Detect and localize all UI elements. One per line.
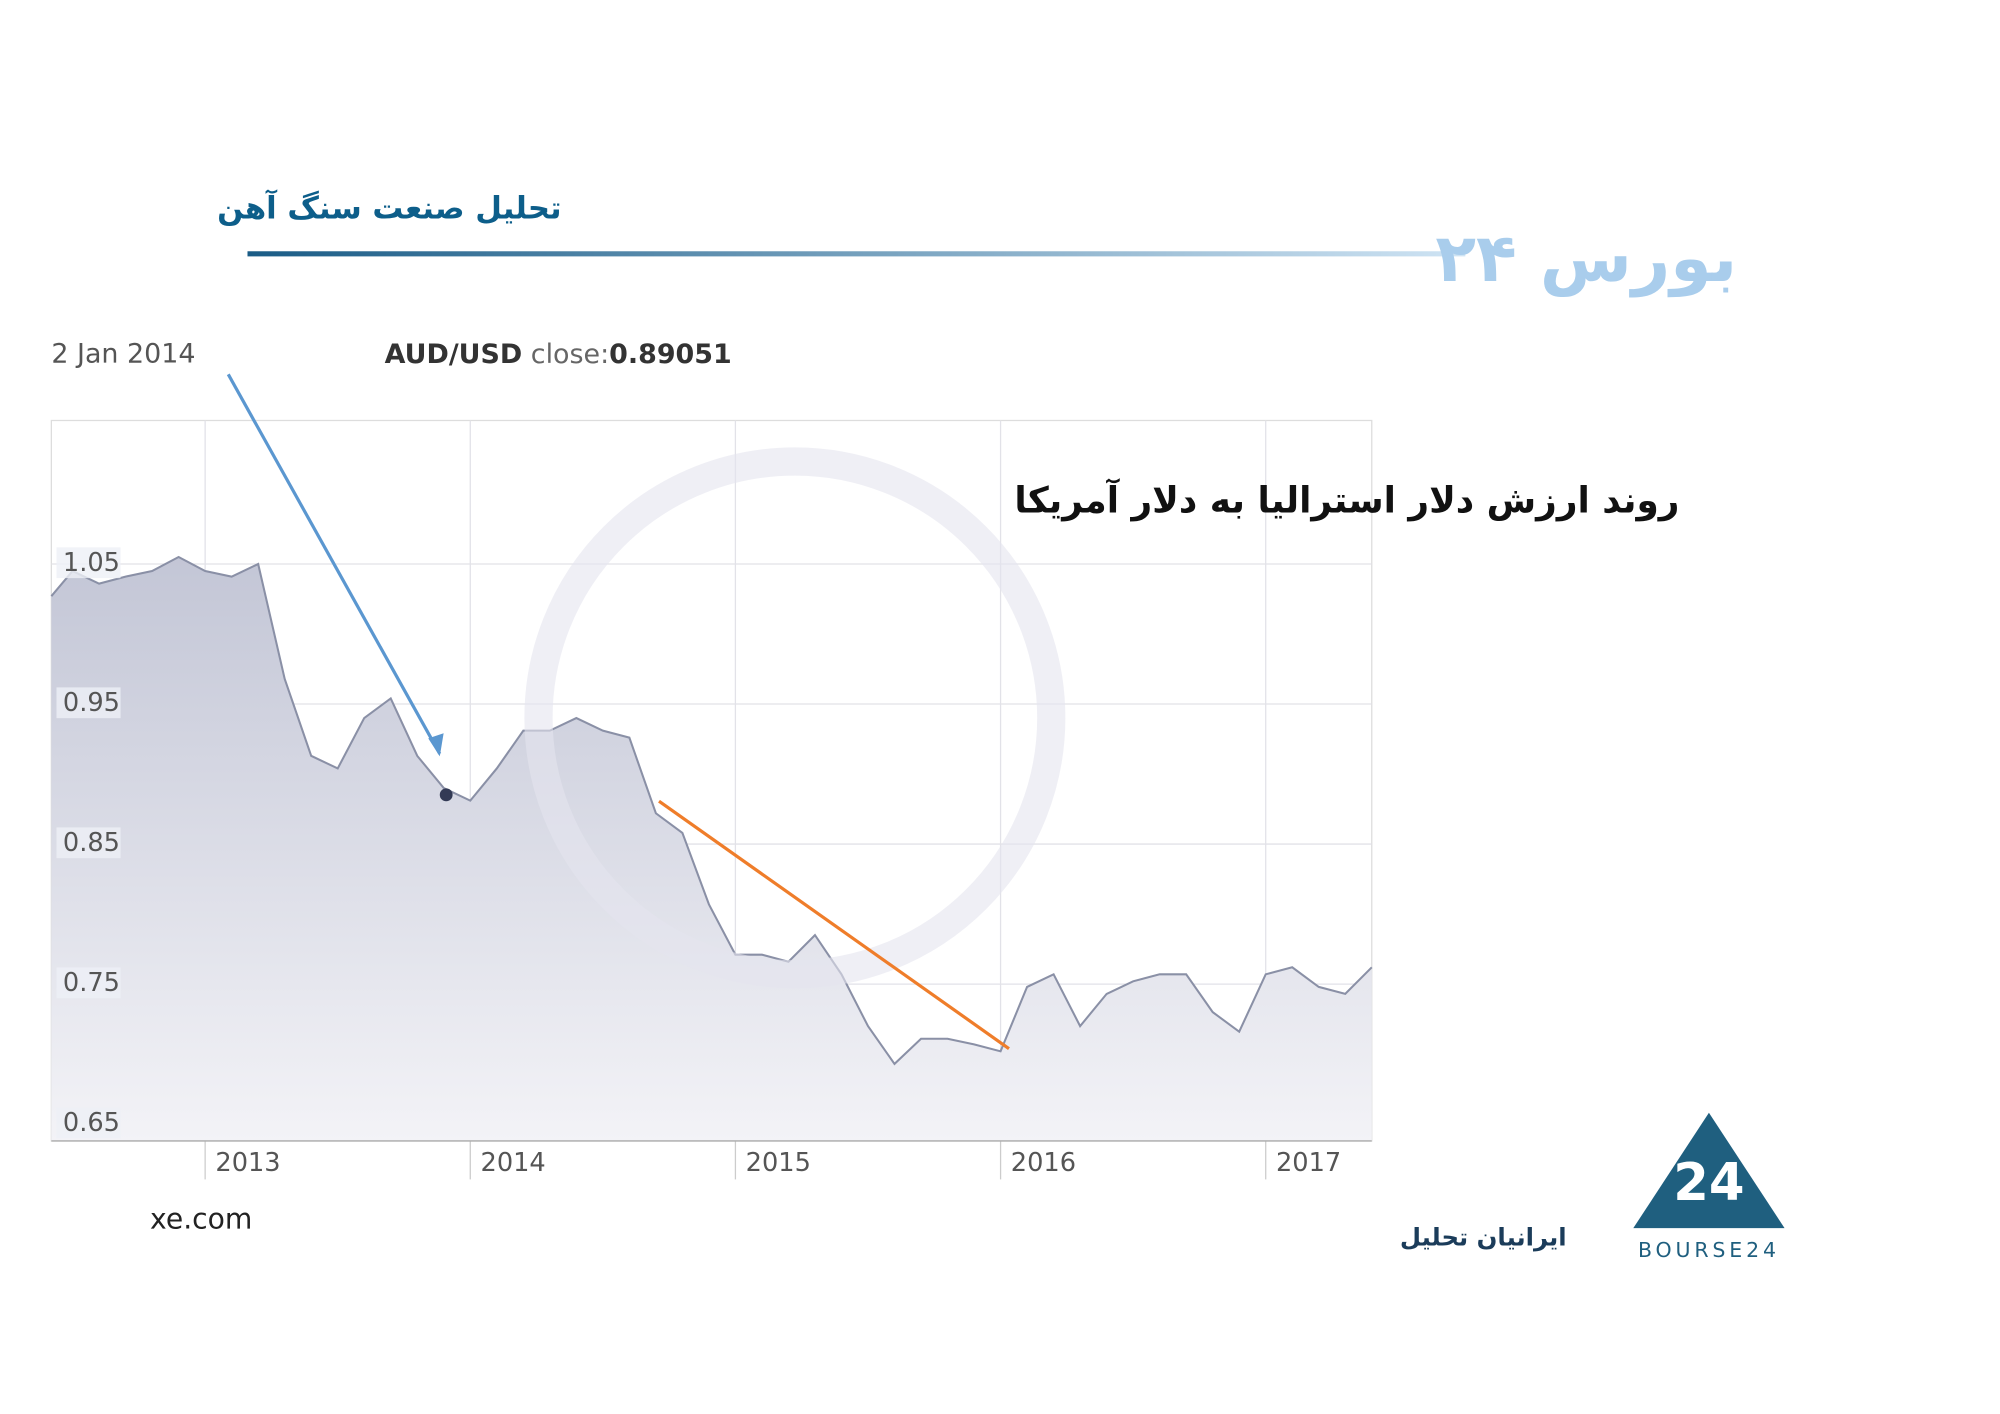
y-tick-bg (56, 1107, 121, 1139)
y-tick-bg (56, 547, 121, 579)
arrow (226, 373, 442, 755)
x-tick-label: 2016 (1011, 1148, 1076, 1178)
company: ایرانیان تحلیل (1400, 1222, 1567, 1251)
line (50, 555, 1373, 1066)
plot: 2013 2014 2015 2016 2017 0.65 0.75 0.85 0.95 1.05 (50, 419, 1373, 1180)
y-tick-label: 1.05 (63, 548, 120, 578)
arrow-head (428, 733, 444, 757)
y-tick-label: 0.75 (63, 968, 120, 998)
source: xe.com (150, 1202, 252, 1235)
y-tick-bg (56, 827, 121, 859)
area (51, 557, 1372, 1141)
x-tick-label: 2015 (746, 1148, 811, 1178)
header-rule (247, 251, 1466, 257)
y-tick-bg (56, 687, 121, 719)
tooltip-label: close: (531, 339, 609, 370)
y-tick-label: 0.65 (63, 1108, 120, 1138)
x-tick-label: 2014 (481, 1148, 546, 1178)
x-tick-label: 2013 (215, 1148, 280, 1178)
y-tick-label: 0.95 (63, 688, 120, 718)
brand-logo (1633, 1112, 1785, 1229)
hover-point (439, 788, 453, 802)
brand: BOURSE24 (1638, 1238, 1780, 1262)
chart-title: روند ارزش دلار استرالیا به دلار آمریکا (1014, 478, 1679, 522)
brand-mark: 24 (1673, 1153, 1744, 1213)
y-tick-bg (56, 967, 121, 999)
tooltip-value: 0.89051 (609, 339, 732, 370)
tooltip: AUD/USD close:0.89051 (385, 339, 732, 370)
trend-line (658, 799, 1010, 1050)
y-tick-label: 0.85 (63, 828, 120, 858)
watermark (524, 447, 1066, 989)
logo: بورس ۲۴ (1435, 219, 1737, 298)
tooltip-date: 2 Jan 2014 (51, 339, 195, 370)
series-name: AUD/USD (385, 339, 523, 370)
header-title: تحلیل صنعت سنگ آهن (217, 189, 561, 227)
x-tick-label: 2017 (1276, 1148, 1341, 1178)
